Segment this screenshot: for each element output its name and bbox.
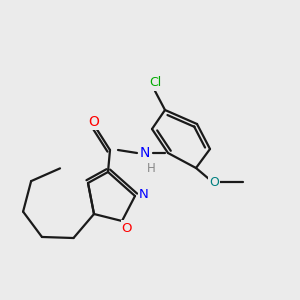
Text: O: O	[209, 176, 219, 188]
Text: N: N	[139, 188, 149, 202]
Text: H: H	[147, 161, 155, 175]
Text: O: O	[88, 115, 99, 129]
Text: N: N	[140, 146, 150, 160]
Text: O: O	[122, 221, 132, 235]
Text: Cl: Cl	[149, 76, 161, 89]
